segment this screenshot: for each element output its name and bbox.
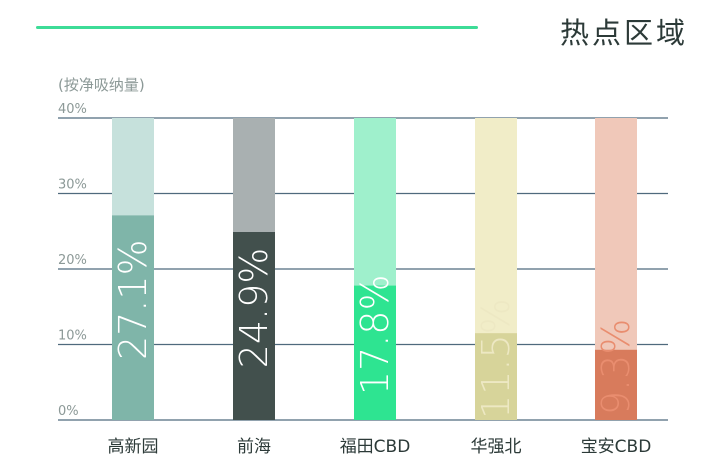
bar-value-label: 11.5% <box>474 298 518 419</box>
bar <box>354 285 396 420</box>
y-tick-label: 30% <box>58 178 87 193</box>
x-axis-categories: 高新园 前海 福田CBD 华强北 宝安CBD <box>108 437 652 457</box>
category-label: 高新园 <box>108 437 159 457</box>
bar-value-label: 17.8% <box>353 274 397 395</box>
bar <box>112 215 154 420</box>
bar <box>233 232 275 420</box>
bar <box>595 349 637 420</box>
bar-value-label: 24.9% <box>232 248 276 369</box>
category-label: 华强北 <box>471 437 522 457</box>
chart-subtitle: (按净吸纳量) <box>58 76 145 94</box>
bar <box>475 333 517 420</box>
y-tick-label: 0% <box>58 404 79 419</box>
category-label: 福田CBD <box>340 437 411 457</box>
category-label: 宝安CBD <box>581 437 652 457</box>
y-tick-label: 10% <box>58 329 87 344</box>
accent-line <box>36 26 478 29</box>
bar-value-label: 27.1% <box>111 239 155 360</box>
y-tick-label: 40% <box>58 102 87 117</box>
y-tick-label: 20% <box>58 253 87 268</box>
bar-layer <box>112 215 637 420</box>
label-layer: 27.1% 24.9% 17.8% 11.5% 9.3% <box>111 239 638 419</box>
bar-value-label: 9.3% <box>594 319 638 416</box>
y-axis-ticks: 0% 10% 20% 30% 40% <box>58 102 87 419</box>
page-title: 热点区域 <box>559 16 688 50</box>
category-label: 前海 <box>237 437 271 457</box>
